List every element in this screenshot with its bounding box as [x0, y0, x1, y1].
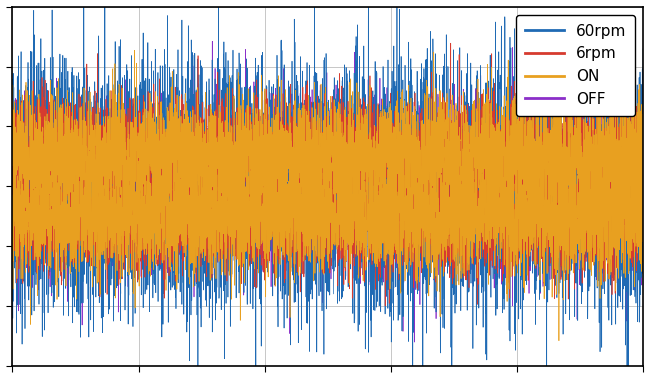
Legend: 60rpm, 6rpm, ON, OFF: 60rpm, 6rpm, ON, OFF — [516, 15, 636, 116]
